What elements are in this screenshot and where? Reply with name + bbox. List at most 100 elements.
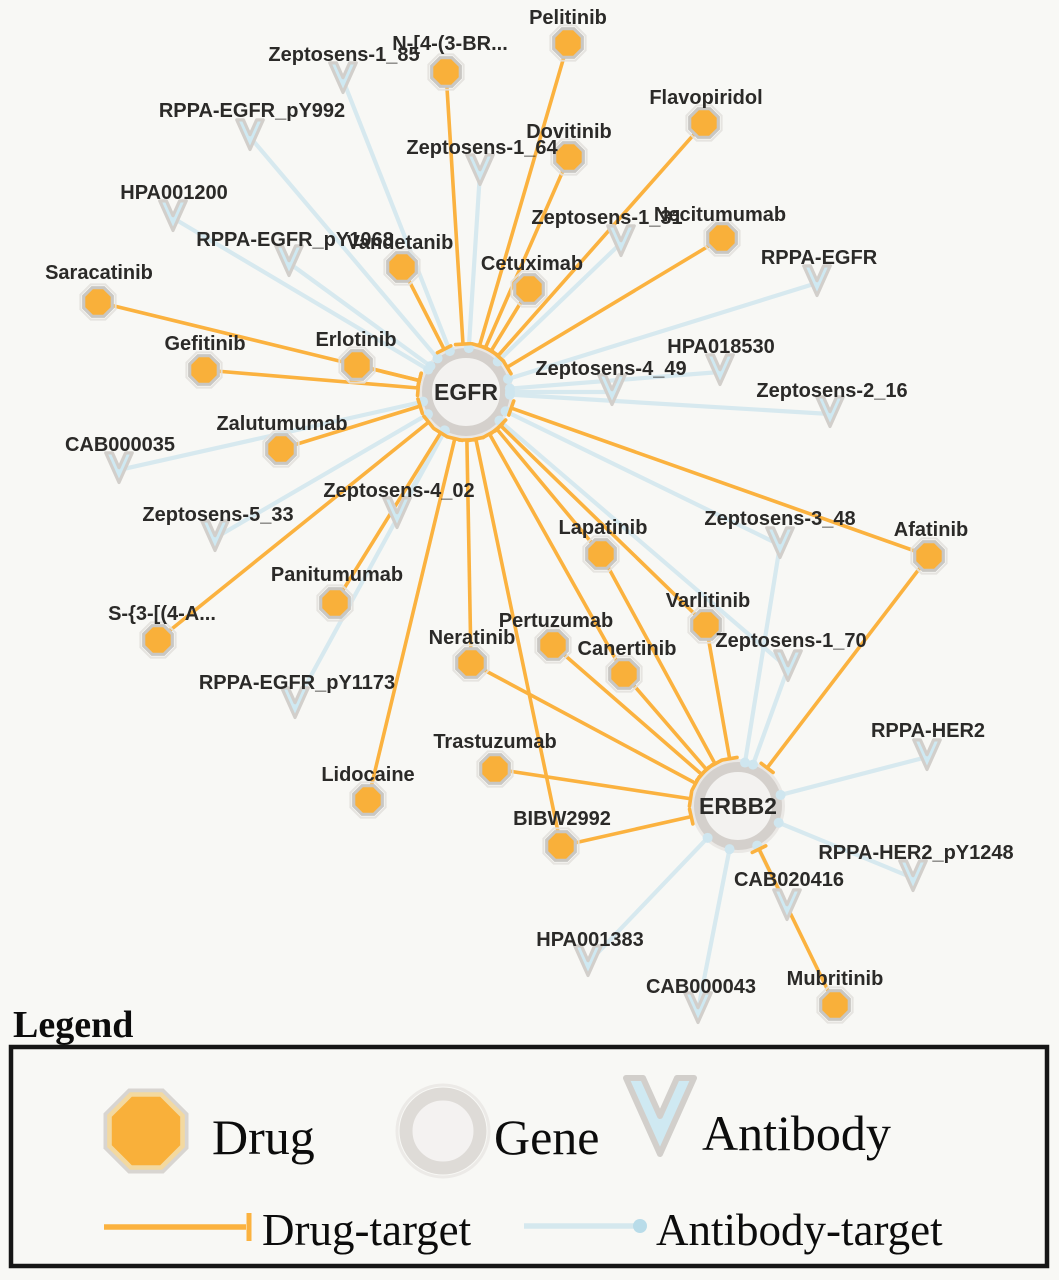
antibody-label: Pertuzumab — [499, 610, 613, 632]
drug-node-halo — [476, 750, 514, 788]
antibody-label: RPPA-HER2 — [871, 720, 985, 742]
drug-target-tee — [435, 344, 453, 355]
gene-node-glow — [691, 759, 785, 853]
drug-node-halo — [582, 535, 620, 573]
drug-target-edge — [470, 661, 697, 785]
drug-node — [819, 989, 851, 1021]
gene-label: EGFR — [434, 379, 498, 405]
antibody-node — [772, 888, 802, 922]
drug-target-tee — [687, 807, 695, 826]
antibody-label: Varlitinib — [666, 590, 750, 612]
antibody-label: HPA018530 — [667, 336, 774, 358]
antibody-node — [200, 519, 230, 553]
drug-node — [430, 56, 462, 88]
drug-target-edge — [203, 368, 419, 390]
antibody-target-dot — [739, 757, 750, 768]
drug-node-halo — [262, 430, 300, 468]
drug-node — [82, 286, 114, 318]
drug-target-tee — [687, 789, 694, 808]
antibody-node — [802, 264, 832, 298]
drug-node — [690, 609, 722, 641]
drug-node — [188, 354, 220, 386]
drug-node — [386, 251, 418, 283]
drug-node — [537, 629, 569, 661]
antibody-label: Trastuzumab — [433, 731, 556, 753]
drug-target-edge — [551, 643, 703, 776]
drug-node — [913, 540, 945, 572]
drug-target-tee — [699, 762, 715, 777]
legend-antibody-target-dot — [633, 1219, 647, 1233]
drug-node-halo — [549, 24, 587, 62]
antibody-target-edge — [287, 261, 432, 368]
drug-target-tee — [501, 359, 513, 376]
antibody-label: Saracatinib — [45, 262, 153, 284]
antibody-node — [815, 395, 845, 429]
antibody-target-edge — [509, 392, 831, 417]
drug-node — [352, 784, 384, 816]
drug-target-edge — [757, 848, 837, 1006]
antibody-target-edge — [586, 836, 710, 965]
legend-title: Legend — [13, 1004, 133, 1046]
antibody-label: Panitumumab — [271, 564, 403, 586]
drug-target-edge — [495, 427, 603, 556]
antibody-target-edge — [507, 280, 818, 381]
drug-target-edge — [477, 42, 570, 347]
legend-box — [8, 1044, 1050, 1269]
drug-node — [142, 624, 174, 656]
antibody-node — [898, 859, 928, 893]
antibody-target-dot — [773, 817, 784, 828]
antibody-label: CAB000035 — [65, 434, 175, 456]
drug-node-halo — [139, 621, 177, 659]
drug-node-halo — [605, 655, 643, 693]
antibody-target-dot — [747, 759, 758, 770]
drug-node-halo — [452, 644, 490, 682]
drug-target-tee — [482, 345, 500, 357]
drug-target-tee — [432, 427, 449, 439]
drug-node-halo — [316, 584, 354, 622]
antibody-target-edge — [496, 241, 623, 364]
antibody-label: RPPA-EGFR_pY992 — [159, 100, 345, 122]
drug-target-tee — [720, 755, 739, 762]
antibody-node — [382, 496, 412, 530]
drug-node-halo — [816, 986, 854, 1024]
antibody-label: CAB020416 — [734, 869, 844, 891]
antibody-label: Zeptosens-4_02 — [323, 480, 474, 502]
antibody-label: N-[4-(3-BR... — [392, 33, 508, 55]
antibody-label: Flavopiridol — [649, 87, 762, 109]
antibody-label: BIBW2992 — [513, 808, 611, 830]
drug-node-halo — [79, 283, 117, 321]
legend-drug-label: Drug — [212, 1109, 315, 1165]
drug-node — [513, 273, 545, 305]
antibody-target-edge — [341, 79, 452, 352]
drug-target-edge — [622, 672, 708, 771]
drug-target-edge — [333, 431, 443, 604]
antibody-label: Zeptosens-1_85 — [268, 44, 419, 66]
antibody-node — [235, 118, 265, 152]
antibody-target-dot — [724, 844, 735, 855]
legend-antibody-icon — [623, 1075, 697, 1157]
drug-target-tee — [416, 397, 425, 416]
antibody-node — [683, 991, 713, 1025]
drug-target-edge — [444, 71, 465, 345]
gene-nodes — [419, 345, 785, 853]
drug-node — [706, 222, 738, 254]
network-graph: EGFR ERBB2 Pelitinib N-[4-(3-BR... Flavopiri… — [45, 7, 1014, 1025]
drug-node — [553, 141, 585, 173]
legend-antibody-label: Antibody — [702, 1105, 891, 1161]
antibody-target-edge — [780, 754, 928, 797]
antibody-target-dot — [432, 353, 443, 364]
drug-target-tee — [453, 341, 473, 347]
drug-node-halo — [910, 537, 948, 575]
drug-target-tee — [415, 371, 424, 390]
antibody-label: Zeptosens-1_70 — [715, 630, 866, 652]
edge-end-markers — [415, 341, 786, 855]
antibody-label: Zeptosens-2_16 — [756, 380, 907, 402]
drug-target-tee — [422, 414, 436, 430]
antibody-node — [912, 738, 942, 772]
gene-node — [694, 762, 782, 850]
antibody-target-edge — [751, 667, 790, 766]
legend-gene-icon-outer — [395, 1083, 491, 1179]
antibody-target-edge — [504, 409, 781, 547]
antibody-label: RPPA-EGFR_pY1068 — [196, 229, 393, 251]
antibody-label: Cetuximab — [481, 253, 583, 275]
